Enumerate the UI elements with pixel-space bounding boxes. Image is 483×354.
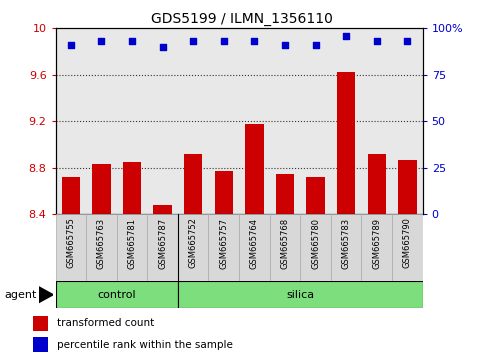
Point <box>342 33 350 39</box>
Text: percentile rank within the sample: percentile rank within the sample <box>57 339 233 350</box>
Text: silica: silica <box>286 290 314 300</box>
Text: GSM665764: GSM665764 <box>250 217 259 269</box>
Text: GSM665768: GSM665768 <box>281 217 289 269</box>
Point <box>251 39 258 44</box>
Point <box>128 39 136 44</box>
Text: GSM665755: GSM665755 <box>66 217 75 268</box>
Bar <box>123 162 141 214</box>
Bar <box>56 214 86 281</box>
Bar <box>306 177 325 214</box>
Bar <box>392 214 423 281</box>
Text: GSM665752: GSM665752 <box>189 217 198 268</box>
Text: GDS5199 / ILMN_1356110: GDS5199 / ILMN_1356110 <box>151 12 332 27</box>
Polygon shape <box>39 287 53 303</box>
Bar <box>398 160 416 214</box>
Bar <box>178 214 209 281</box>
Text: GSM665780: GSM665780 <box>311 217 320 269</box>
Bar <box>276 173 294 214</box>
Bar <box>147 214 178 281</box>
Bar <box>331 214 361 281</box>
Text: transformed count: transformed count <box>57 318 154 329</box>
Text: GSM665781: GSM665781 <box>128 217 137 269</box>
Bar <box>239 214 270 281</box>
Bar <box>361 214 392 281</box>
Point <box>403 39 411 44</box>
Bar <box>184 154 202 214</box>
Bar <box>92 164 111 214</box>
Text: GSM665790: GSM665790 <box>403 217 412 268</box>
Point <box>67 42 75 48</box>
Text: GSM665789: GSM665789 <box>372 217 381 269</box>
Text: control: control <box>98 290 136 300</box>
Point <box>189 39 197 44</box>
Bar <box>178 281 423 308</box>
Bar <box>154 205 172 214</box>
Text: agent: agent <box>5 290 37 300</box>
Bar <box>368 154 386 214</box>
Point <box>373 39 381 44</box>
Text: GSM665783: GSM665783 <box>341 217 351 269</box>
Bar <box>117 214 147 281</box>
Point <box>98 39 105 44</box>
Bar <box>245 124 264 214</box>
Bar <box>300 214 331 281</box>
Point <box>312 42 319 48</box>
Bar <box>214 171 233 214</box>
Point <box>159 44 167 50</box>
Bar <box>62 177 80 214</box>
Bar <box>86 214 117 281</box>
Text: GSM665763: GSM665763 <box>97 217 106 269</box>
Bar <box>33 337 48 352</box>
Text: GSM665757: GSM665757 <box>219 217 228 269</box>
Bar <box>270 214 300 281</box>
Point <box>220 39 227 44</box>
Bar <box>33 316 48 331</box>
Bar <box>56 281 178 308</box>
Text: GSM665787: GSM665787 <box>158 217 167 269</box>
Bar <box>337 73 355 214</box>
Bar <box>209 214 239 281</box>
Point <box>281 42 289 48</box>
